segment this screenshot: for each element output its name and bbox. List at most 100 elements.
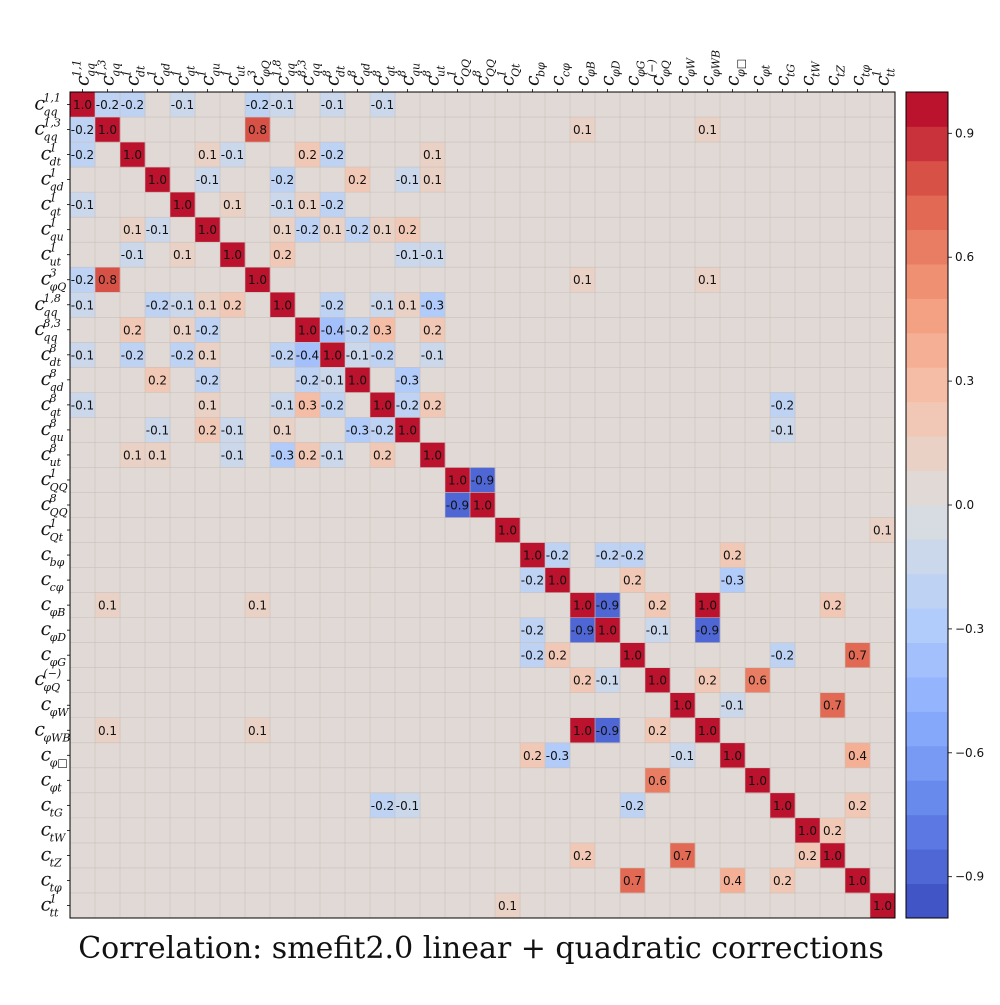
cell-value-label: 1.0	[73, 98, 92, 112]
cell-value-label: -0.2	[321, 148, 344, 162]
heatmap-cell	[245, 717, 271, 744]
svg-text:c: c	[41, 268, 52, 290]
heatmap-cell	[220, 192, 246, 218]
heatmap-cell	[770, 642, 796, 668]
svg-text:c: c	[372, 75, 394, 86]
heatmap-cell	[270, 417, 296, 443]
svg-text:(−): (−)	[646, 59, 659, 77]
heatmap-cell	[620, 792, 646, 819]
cell-value-label: -0.1	[396, 248, 419, 262]
cell-value-label: -0.2	[321, 298, 344, 312]
svg-text:1: 1	[50, 167, 57, 180]
svg-text:qd: qd	[50, 381, 64, 394]
cell-value-label: 0.2	[698, 674, 717, 688]
heatmap-cell	[670, 692, 696, 719]
heatmap-cell	[195, 367, 221, 393]
tick-label: cbφ	[41, 543, 65, 569]
cell-value-label: -0.1	[221, 148, 244, 162]
svg-text:c: c	[697, 75, 719, 86]
heatmap-cell	[70, 267, 96, 293]
heatmap-cell	[720, 867, 746, 894]
svg-text:c: c	[272, 75, 294, 86]
svg-text:qq: qq	[285, 63, 298, 77]
svg-text:tZ: tZ	[835, 65, 848, 77]
heatmap-cell	[70, 292, 96, 318]
svg-text:φQ: φQ	[260, 60, 273, 77]
cell-value-label: 0.2	[298, 148, 317, 162]
svg-text:c: c	[41, 518, 52, 540]
svg-text:8: 8	[50, 392, 57, 405]
svg-text:ut: ut	[435, 65, 448, 77]
heatmap-cell	[395, 242, 421, 268]
cell-value-label: -0.1	[271, 198, 294, 212]
svg-text:1: 1	[50, 892, 57, 905]
svg-text:c: c	[197, 75, 219, 86]
cell-value-label: -0.1	[421, 348, 444, 362]
heatmap-cell	[445, 467, 471, 493]
svg-text:1,8: 1,8	[271, 60, 284, 78]
cell-value-label: -0.2	[621, 549, 644, 563]
cell-value-label: -0.2	[321, 398, 344, 412]
cell-value-label: 0.4	[848, 749, 867, 763]
heatmap-cell	[120, 317, 146, 343]
heatmap-cell	[520, 642, 546, 668]
heatmap-cell	[820, 842, 846, 869]
heatmap-cell	[195, 292, 221, 318]
heatmap-cell	[820, 592, 846, 618]
heatmap-cell	[345, 342, 371, 368]
svg-text:c: c	[347, 75, 369, 86]
svg-text:bφ: bφ	[535, 62, 548, 77]
colorbar-tick-label: 0.6	[955, 250, 974, 264]
heatmap-cell	[195, 392, 221, 418]
svg-text:φG: φG	[50, 656, 67, 669]
heatmap-cell	[95, 592, 121, 618]
svg-text:φQ: φQ	[43, 681, 60, 694]
svg-text:c: c	[422, 75, 444, 86]
svg-text:qt: qt	[185, 65, 198, 77]
heatmap-cell	[645, 717, 671, 744]
cell-value-label: 1.0	[798, 824, 817, 838]
svg-text:1: 1	[50, 467, 57, 480]
heatmap-cell	[270, 167, 296, 193]
svg-text:c: c	[41, 893, 52, 915]
heatmap-cell	[570, 667, 596, 694]
heatmap-cell	[95, 267, 121, 293]
cell-value-label: 0.1	[398, 298, 417, 312]
heatmap-cell	[345, 167, 371, 193]
cell-value-label: -0.1	[321, 98, 344, 112]
cell-value-label: 0.1	[573, 273, 592, 287]
svg-text:qu: qu	[50, 431, 64, 444]
cell-value-label: -0.2	[521, 649, 544, 663]
cell-value-label: 0.1	[98, 724, 117, 738]
svg-text:c: c	[41, 343, 52, 365]
svg-text:dt: dt	[50, 356, 62, 369]
heatmap-cell	[220, 417, 246, 443]
heatmap-cell	[70, 142, 96, 168]
svg-text:c: c	[34, 93, 45, 115]
cell-value-label: 0.1	[498, 899, 517, 913]
colorbar-segment	[906, 814, 948, 850]
svg-text:c: c	[222, 75, 244, 86]
cell-value-label: -0.1	[146, 423, 169, 437]
cell-value-label: -0.3	[396, 373, 419, 387]
svg-text:c: c	[41, 768, 52, 790]
svg-text:1: 1	[171, 70, 184, 77]
svg-text:c: c	[397, 75, 419, 86]
svg-text:1: 1	[196, 70, 209, 77]
svg-text:1: 1	[121, 70, 134, 77]
svg-text:qd: qd	[50, 181, 64, 194]
tick-label: cφ□	[41, 743, 68, 769]
cell-value-label: -0.2	[71, 273, 94, 287]
svg-text:c: c	[41, 543, 52, 565]
cell-value-label: -0.1	[146, 223, 169, 237]
heatmap-cell	[570, 117, 596, 143]
